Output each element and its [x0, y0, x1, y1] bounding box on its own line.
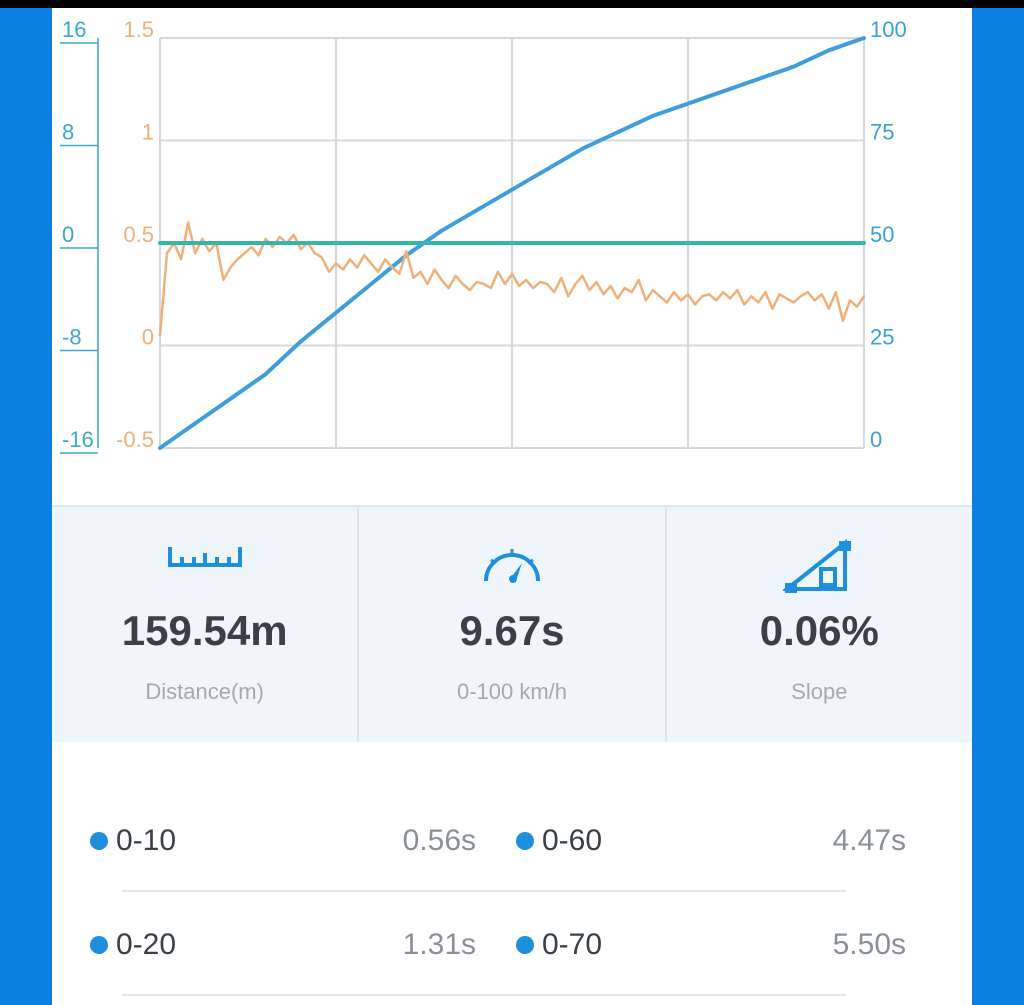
stats-bar: 159.54m Distance(m) 9.67s 0-100 km/h — [52, 505, 972, 744]
y-tick-left-outer: 0 — [62, 222, 74, 247]
stat-label: Slope — [791, 679, 848, 704]
results-panel: 16 1.5 100 8 1 75 0 0.5 50 -8 0 25 -16 -0.5 0 159.54m … — [52, 8, 972, 1005]
y-tick-right: 75 — [870, 120, 894, 145]
chart-lines — [158, 36, 866, 450]
y-tick-left-inner: 0 — [142, 325, 154, 350]
y-tick-left-outer: 8 — [62, 120, 74, 145]
stat-value: 0.06% — [759, 607, 879, 654]
row-divider — [122, 994, 846, 996]
y-tick-left-outer: 16 — [62, 17, 86, 42]
y-tick-right: 25 — [870, 325, 894, 350]
stat-label: Distance(m) — [145, 679, 264, 704]
stat-zero-to-hundred: 9.67s 0-100 km/h — [357, 507, 664, 742]
y-tick-left-inner: 0.5 — [123, 222, 154, 247]
y-tick-right: 0 — [870, 427, 882, 452]
y-tick-left-outer: -16 — [62, 427, 94, 452]
bullet-dot-icon — [516, 936, 534, 954]
split-range: 0-10 — [116, 824, 177, 857]
split-time: 5.50s — [832, 928, 906, 961]
stat-value: 9.67s — [459, 607, 565, 654]
acceleration-chart: 16 1.5 100 8 1 75 0 0.5 50 -8 0 25 -16 -0.5 0 — [60, 17, 907, 454]
stat-value: 159.54m — [121, 607, 288, 654]
row-divider — [122, 890, 846, 892]
bullet-dot-icon — [516, 832, 534, 850]
y-tick-left-outer: -8 — [62, 325, 82, 350]
split-time: 0.56s — [402, 824, 476, 857]
stat-slope: 0.06% Slope — [664, 507, 972, 742]
split-times-list: 0-10 0.56s 0-60 4.47s 0-20 1.31s 0-70 5.… — [52, 742, 972, 1005]
series-line-2 — [158, 221, 866, 337]
ruler-icon — [167, 539, 243, 574]
split-range: 0-60 — [542, 824, 603, 857]
y-tick-right: 100 — [870, 17, 907, 42]
stat-distance: 159.54m Distance(m) — [52, 507, 357, 742]
slope-icon — [781, 538, 855, 600]
chart-ticks: 16 1.5 100 8 1 75 0 0.5 50 -8 0 25 -16 -0.5 0 — [60, 17, 907, 454]
split-time: 1.31s — [402, 928, 476, 961]
bullet-dot-icon — [90, 936, 108, 954]
split-row: 0-20 1.31s 0-70 5.50s — [52, 916, 972, 976]
speedometer-icon — [480, 539, 544, 590]
y-tick-left-inner: 1 — [142, 120, 154, 145]
top-bar — [0, 0, 1024, 8]
y-tick-right: 50 — [870, 222, 894, 247]
split-time: 4.47s — [832, 824, 906, 857]
split-range: 0-70 — [542, 928, 603, 961]
stat-label: 0-100 km/h — [456, 679, 568, 704]
bullet-dot-icon — [90, 832, 108, 850]
y-tick-left-inner: 1.5 — [123, 17, 154, 42]
split-range: 0-20 — [116, 928, 177, 961]
y-tick-left-inner: -0.5 — [116, 427, 154, 452]
series-line-1 — [158, 36, 866, 450]
split-row: 0-10 0.56s 0-60 4.47s — [52, 812, 972, 872]
